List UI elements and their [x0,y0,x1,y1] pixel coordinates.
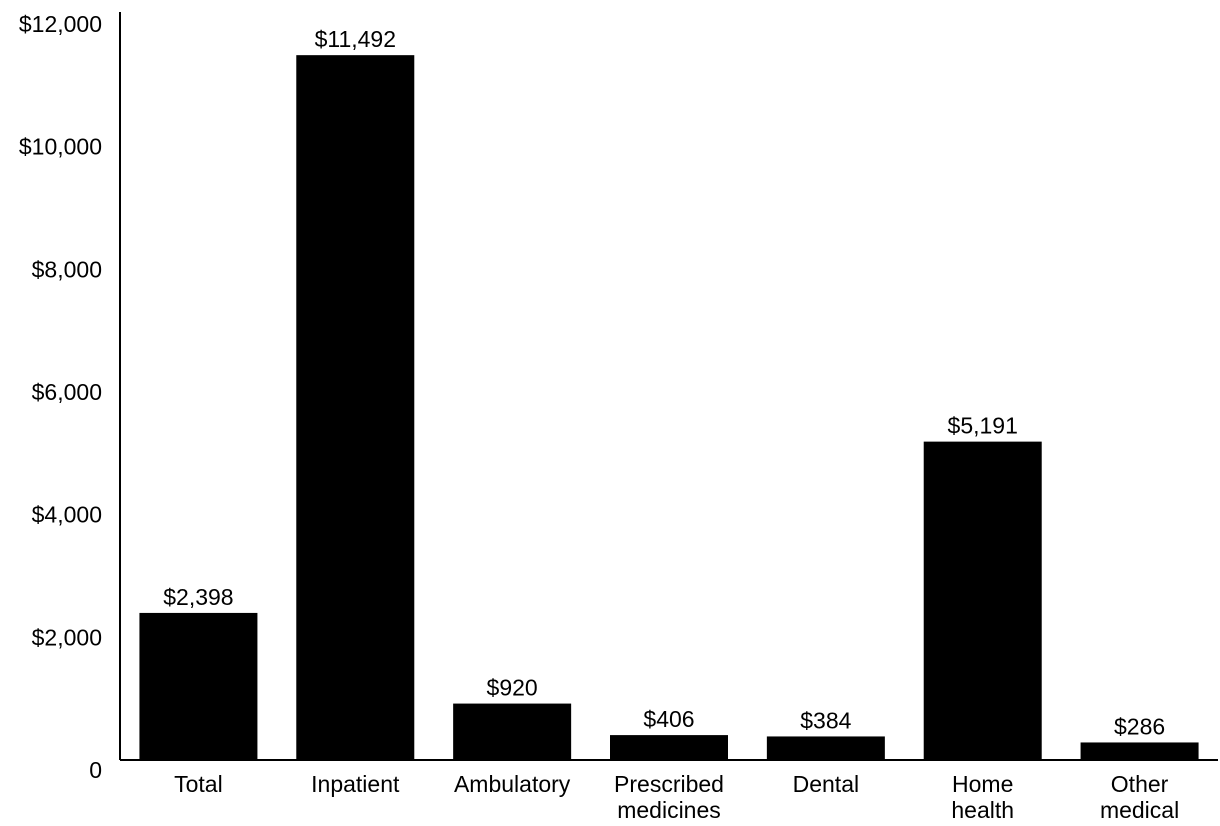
bar [610,735,728,760]
y-tick-label: $12,000 [19,11,102,37]
bar [453,703,572,760]
bar-value-label: $286 [1114,713,1165,739]
y-tick-label: $4,000 [32,502,102,528]
data-labels: $2,398 $11,492 $920 $406 $384 $5,191 $286 [163,26,1165,739]
bar [1080,742,1199,760]
category-label: Prescribed medicines [614,771,724,823]
bars [139,55,1199,760]
y-axis-ticks: 0 $2,000 $4,000 $6,000 $8,000 $10,000 $12,000 [19,11,102,783]
bar-value-label: $5,191 [948,413,1018,439]
axes [119,12,1218,761]
bar-value-label: $384 [800,707,851,733]
bar [923,441,1042,760]
category-label: Ambulatory [454,771,571,797]
category-label: Dental [793,771,859,797]
y-tick-label: $10,000 [19,134,102,160]
category-label: Other medical [1100,771,1179,823]
y-tick-label: 0 [89,757,102,783]
y-tick-label: $6,000 [32,379,102,405]
y-tick-label: $8,000 [32,256,102,282]
y-tick-label: $2,000 [32,624,102,650]
category-labels: Total Inpatient Ambulatory Prescribed medici… [174,771,1179,823]
bar [766,736,885,760]
bar-value-label: $2,398 [163,584,233,610]
bar-value-label: $920 [487,675,538,701]
category-label: Home health [951,771,1014,823]
bar [139,612,258,760]
bar-value-label: $11,492 [315,26,396,52]
category-label: Total [174,771,223,797]
bar-value-label: $406 [643,706,694,732]
bar [296,55,415,760]
category-label: Inpatient [311,771,400,797]
